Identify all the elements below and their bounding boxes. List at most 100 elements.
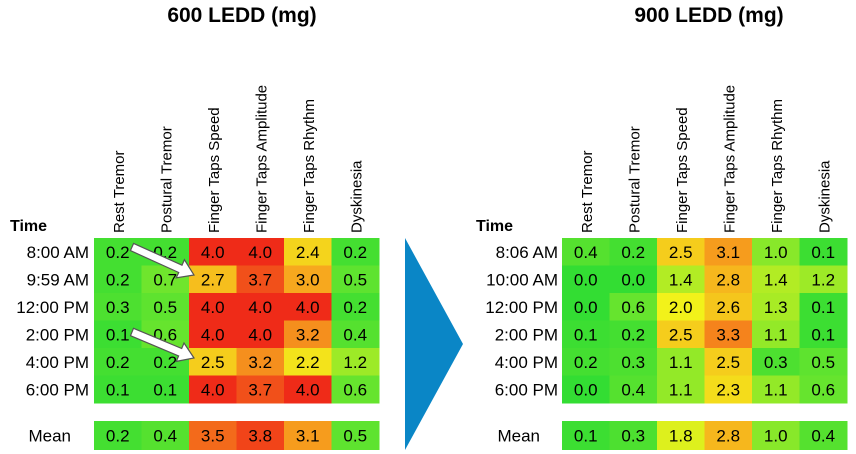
- cell-value: 4.0: [248, 298, 272, 317]
- heatmap-cell: [799, 265, 848, 294]
- heatmap-cell: [704, 348, 753, 376]
- column-label: Finger Taps Amplitude: [721, 85, 738, 233]
- heatmap-cell: [752, 375, 800, 404]
- row-label: 8:06 AM: [496, 243, 558, 262]
- heatmap-cell: [236, 375, 285, 404]
- cell-value: 4.0: [201, 243, 225, 262]
- mean-cell: [284, 421, 332, 450]
- cell-value: 0.5: [153, 298, 177, 317]
- mean-value: 0.2: [106, 427, 130, 446]
- heatmap-cell: [94, 293, 142, 321]
- chart-title: 900 LEDD (mg): [634, 4, 783, 27]
- heatmap-cell: [94, 348, 142, 376]
- heatmap-cell: [704, 238, 753, 266]
- cell-value: 1.1: [669, 380, 693, 399]
- cell-value: 4.0: [201, 325, 225, 344]
- summary-label: Mean: [28, 427, 71, 446]
- cell-value: 0.5: [811, 353, 835, 372]
- heatmap-cell: [609, 348, 658, 376]
- heatmap-cell: [609, 265, 658, 294]
- mean-value: 0.1: [574, 427, 598, 446]
- heatmap-cell: [562, 348, 610, 376]
- heatmap-cell: [284, 348, 332, 376]
- heatmap-cell: [752, 293, 800, 321]
- cell-value: 3.1: [716, 243, 740, 262]
- cell-value: 0.3: [764, 353, 788, 372]
- heatmap-cell: [284, 320, 332, 349]
- heatmap-cell: [562, 293, 610, 321]
- column-label: Finger Taps Rhythm: [301, 99, 318, 233]
- cell-value: 4.0: [296, 380, 320, 399]
- heatmap-cell: [94, 265, 142, 294]
- summary-label: Mean: [497, 427, 540, 446]
- row-label: 4:00 PM: [495, 353, 558, 372]
- column-label: Dyskinesia: [816, 160, 833, 233]
- cell-value: 4.0: [248, 325, 272, 344]
- mean-cell: [94, 421, 142, 450]
- row-label: 10:00 AM: [486, 270, 558, 289]
- heatmap-cell: [189, 265, 237, 294]
- cell-value: 0.0: [574, 380, 598, 399]
- cell-value: 0.2: [621, 325, 645, 344]
- cell-value: 4.0: [201, 380, 225, 399]
- cell-value: 0.2: [106, 353, 130, 372]
- mean-value: 0.5: [343, 427, 367, 446]
- cell-value: 0.4: [621, 380, 645, 399]
- cell-value: 2.4: [296, 243, 320, 262]
- cell-value: 4.0: [201, 298, 225, 317]
- cell-value: 0.0: [621, 270, 645, 289]
- heatmap-cell: [704, 293, 753, 321]
- heatmap-cell: [799, 293, 848, 321]
- cell-value: 0.0: [574, 298, 598, 317]
- column-label: Rest Tremor: [111, 150, 128, 233]
- column-label: Postural Tremor: [158, 126, 175, 233]
- heatmap-cell: [189, 238, 237, 266]
- heatmap-cell: [752, 348, 800, 376]
- heatmap-cell: [284, 293, 332, 321]
- mean-cell: [799, 421, 848, 450]
- heatmap-cell: [94, 375, 142, 404]
- heatmap-cell: [752, 265, 800, 294]
- cell-value: 1.2: [811, 270, 835, 289]
- heatmap-cell: [562, 238, 610, 266]
- row-label: 8:00 AM: [27, 243, 89, 262]
- cell-value: 0.2: [621, 243, 645, 262]
- heatmap-cell: [609, 375, 658, 404]
- heatmap-cell: [189, 348, 237, 376]
- heatmap-cell: [657, 293, 705, 321]
- heatmap-cell: [799, 348, 848, 376]
- row-label: 12:00 PM: [16, 298, 89, 317]
- heatmap-cell: [562, 320, 610, 349]
- cell-value: 0.6: [343, 380, 367, 399]
- heatmap-cell: [236, 265, 285, 294]
- cell-value: 0.1: [811, 298, 835, 317]
- mean-value: 0.4: [811, 427, 835, 446]
- cell-value: 1.1: [669, 353, 693, 372]
- chart-title: 600 LEDD (mg): [167, 4, 316, 27]
- cell-value: 3.2: [248, 353, 272, 372]
- cell-value: 0.2: [153, 353, 177, 372]
- cell-value: 0.0: [574, 270, 598, 289]
- heatmap-600-ledd: 600 LEDD (mg) Time Rest Tremor Postural Tre…: [10, 4, 380, 450]
- cell-value: 3.7: [248, 270, 272, 289]
- cell-value: 2.6: [716, 298, 740, 317]
- heatmap-cell: [331, 348, 380, 376]
- heatmap-cell: [704, 320, 753, 349]
- cell-value: 2.5: [716, 353, 740, 372]
- mean-value: 1.0: [764, 427, 788, 446]
- cell-value: 0.3: [621, 353, 645, 372]
- heatmap-cell: [236, 320, 285, 349]
- heatmap-cell: [752, 320, 800, 349]
- cell-value: 0.1: [153, 380, 177, 399]
- cell-value: 0.4: [343, 325, 367, 344]
- mean-cell: [331, 421, 380, 450]
- cell-value: 1.4: [669, 270, 693, 289]
- mean-cell: [189, 421, 237, 450]
- cell-value: 3.7: [248, 380, 272, 399]
- mean-value: 2.8: [716, 427, 740, 446]
- column-label: Finger Taps Amplitude: [253, 85, 270, 233]
- cell-value: 3.2: [296, 325, 320, 344]
- cell-value: 2.3: [716, 380, 740, 399]
- cell-value: 0.2: [343, 243, 367, 262]
